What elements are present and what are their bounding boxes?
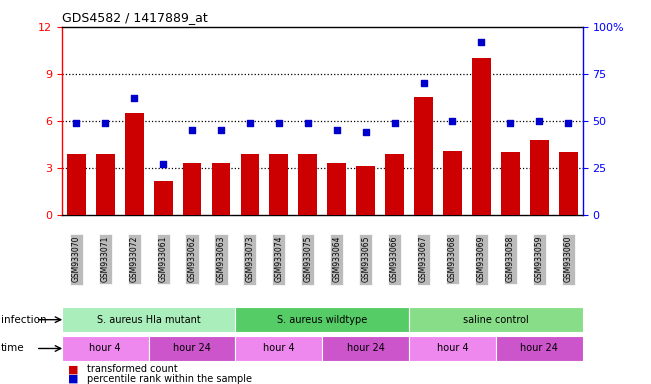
Point [447,118,458,124]
Text: percentile rank within the sample: percentile rank within the sample [87,374,251,384]
Text: hour 24: hour 24 [520,343,558,354]
Point [245,120,255,126]
Bar [148,336,236,361]
Bar [443,151,462,215]
Point [563,120,574,126]
Text: GSM933063: GSM933063 [217,236,225,283]
Bar [236,336,322,361]
Bar [270,154,288,215]
Text: S. aureus Hla mutant: S. aureus Hla mutant [97,314,201,325]
Point [505,120,516,126]
Bar [62,336,148,361]
Point [215,127,226,134]
Bar [212,163,230,215]
Text: GSM933072: GSM933072 [130,236,139,282]
Text: S. aureus wildtype: S. aureus wildtype [277,314,367,325]
Text: GSM933073: GSM933073 [245,236,255,283]
Point [187,127,197,134]
Text: hour 24: hour 24 [347,343,385,354]
Bar [501,152,519,215]
Text: GSM933070: GSM933070 [72,236,81,283]
Point [476,39,486,45]
Text: GSM933065: GSM933065 [361,236,370,283]
Text: GSM933059: GSM933059 [534,236,544,283]
Text: GSM933071: GSM933071 [101,236,110,282]
Bar [298,154,317,215]
Point [273,120,284,126]
Bar [62,307,236,332]
Text: hour 24: hour 24 [173,343,211,354]
Text: GSM933075: GSM933075 [303,236,312,283]
Bar [327,163,346,215]
Point [534,118,544,124]
Bar [67,154,86,215]
Bar [409,307,583,332]
Text: ■: ■ [68,364,79,374]
Text: GSM933061: GSM933061 [159,236,167,282]
Bar [414,98,433,215]
Text: hour 4: hour 4 [437,343,468,354]
Bar [356,166,375,215]
Text: time: time [1,343,24,354]
Text: GSM933068: GSM933068 [448,236,457,282]
Bar [322,336,409,361]
Text: GSM933062: GSM933062 [187,236,197,282]
Text: hour 4: hour 4 [263,343,295,354]
Bar [236,307,409,332]
Text: GSM933066: GSM933066 [390,236,399,283]
Point [303,120,313,126]
Bar [472,58,491,215]
Bar [385,154,404,215]
Bar [183,163,201,215]
Point [389,120,400,126]
Point [361,129,371,135]
Text: GSM933067: GSM933067 [419,236,428,283]
Text: transformed count: transformed count [87,364,177,374]
Bar [96,154,115,215]
Text: hour 4: hour 4 [89,343,121,354]
Point [71,120,81,126]
Point [100,120,111,126]
Text: GSM933069: GSM933069 [477,236,486,283]
Text: GSM933058: GSM933058 [506,236,515,282]
Bar [530,140,549,215]
Text: infection: infection [1,314,46,325]
Text: GSM933064: GSM933064 [332,236,341,283]
Text: saline control: saline control [463,314,529,325]
Bar [154,180,173,215]
Text: GSM933060: GSM933060 [564,236,573,283]
Bar [559,152,577,215]
Point [129,95,139,101]
Point [419,80,429,86]
Text: ■: ■ [68,374,79,384]
Text: GSM933074: GSM933074 [274,236,283,283]
Text: GDS4582 / 1417889_at: GDS4582 / 1417889_at [62,12,208,25]
Bar [125,113,144,215]
Bar [496,336,583,361]
Point [331,127,342,134]
Point [158,161,169,167]
Bar [240,154,259,215]
Bar [409,336,496,361]
